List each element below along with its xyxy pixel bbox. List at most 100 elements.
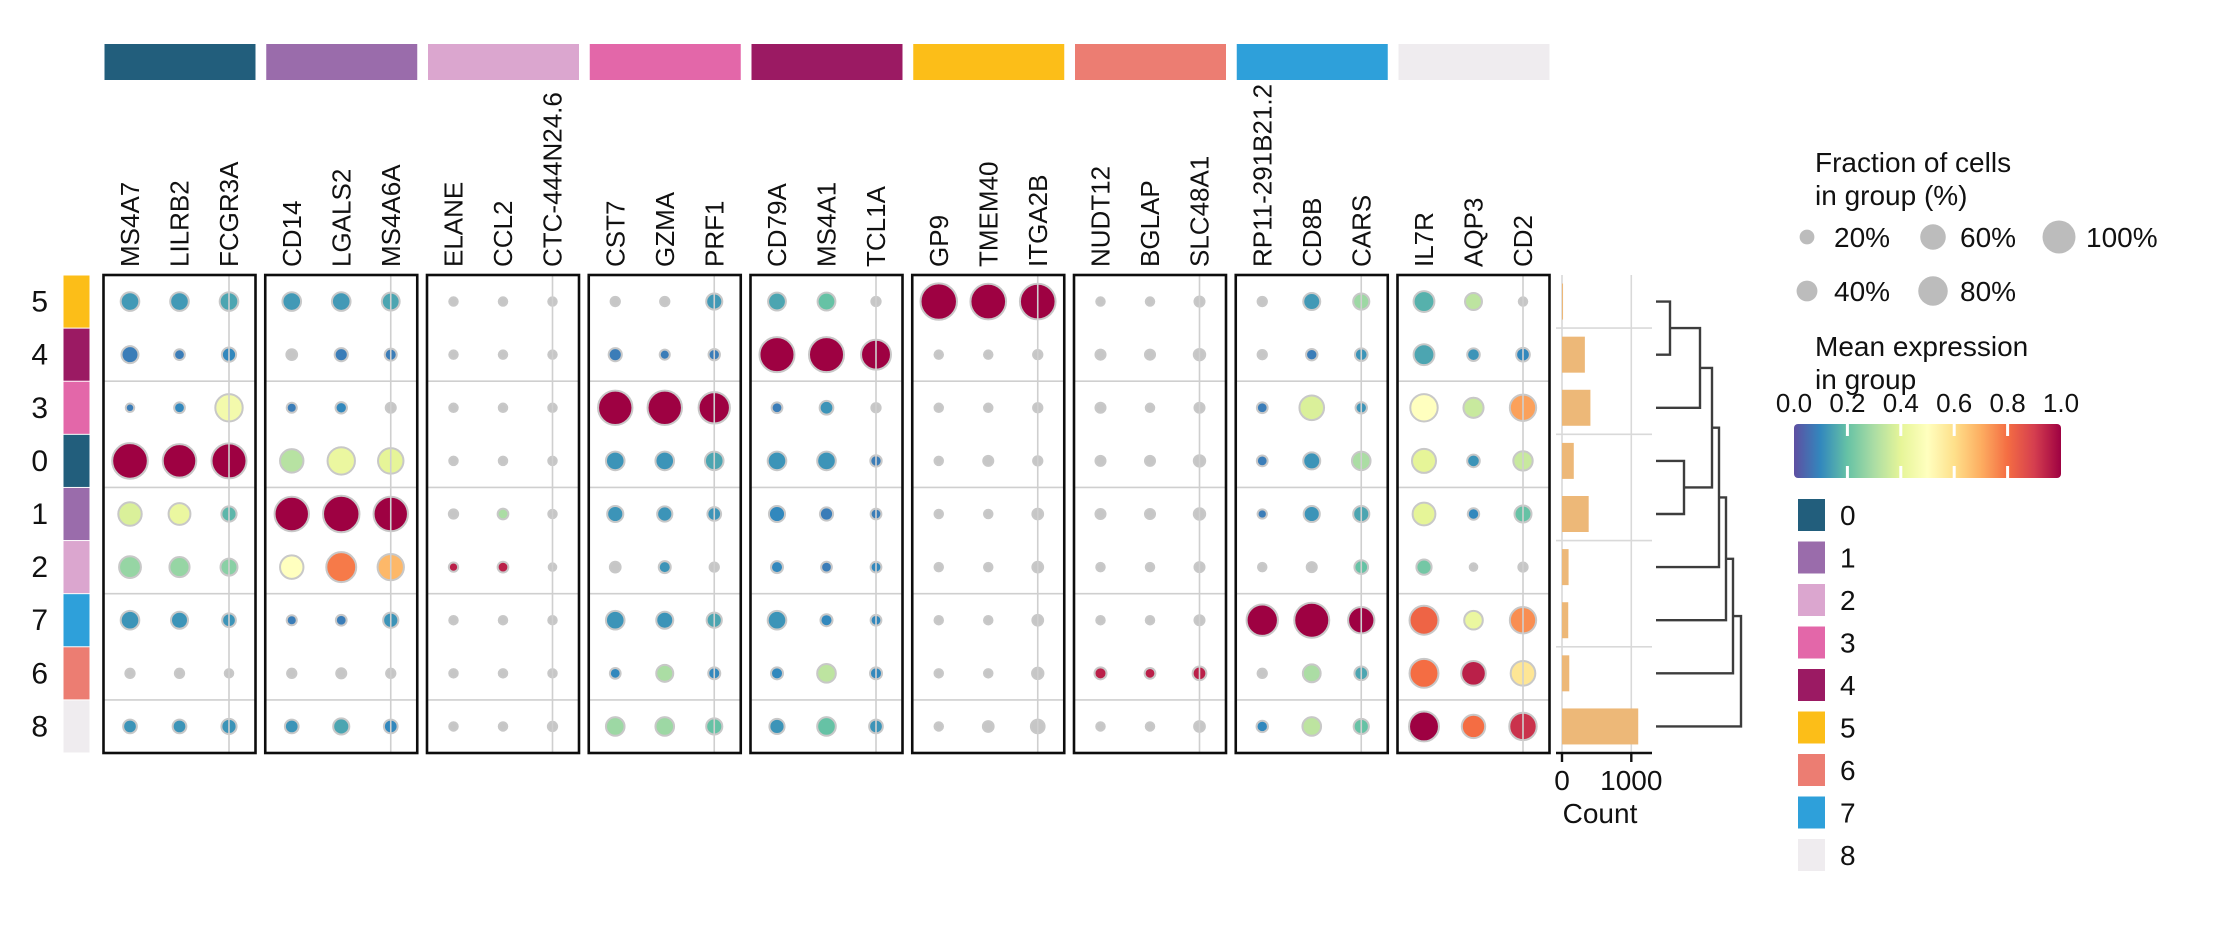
row-label: 3 [31, 392, 48, 425]
expression-dot [604, 450, 626, 472]
gene-label: ITGA2B [1023, 175, 1053, 267]
expression-dot [646, 389, 683, 426]
expression-dot [658, 348, 671, 361]
gene-label: NUDT12 [1086, 166, 1116, 267]
expression-dot [448, 668, 459, 679]
dot-panel [910, 273, 1066, 755]
expression-dot [1468, 562, 1479, 572]
dendrogram [1656, 300, 1743, 728]
gene-label: LILRB2 [165, 180, 195, 267]
expression-dot [604, 716, 626, 737]
expression-dot [768, 717, 786, 736]
expression-dot [933, 561, 944, 573]
gene-label: CTC-444N24.6 [538, 92, 568, 267]
count-bar [1562, 283, 1564, 320]
gene-label: MS4A6A [376, 164, 406, 267]
expression-dot [285, 348, 299, 362]
expression-dot [1293, 601, 1331, 639]
expression-dot [120, 345, 140, 365]
expression-dot [283, 718, 300, 735]
row-label: 0 [31, 445, 48, 478]
expression-dot [447, 508, 460, 520]
dendrogram-link [1656, 326, 1702, 409]
count-bar [1562, 442, 1574, 479]
expression-dot [1094, 348, 1107, 361]
expression-dot [1410, 447, 1438, 474]
row-color-band [63, 594, 90, 647]
expression-dot [983, 614, 994, 626]
row-label: 7 [31, 604, 48, 637]
cluster-label: 7 [1840, 798, 1856, 829]
expression-dot [1095, 721, 1106, 732]
colorbar-tick-label: 0.8 [1990, 388, 2026, 418]
expression-dot [168, 556, 191, 579]
colorbar-tick-label: 0.2 [1829, 388, 1865, 418]
colorbar-tick-label: 0.6 [1936, 388, 1972, 418]
legend-size-label: 40% [1834, 276, 1890, 307]
gene-group-color-band [589, 44, 741, 80]
expression-dot [119, 291, 141, 312]
colorbar-tick-notch [1899, 466, 1903, 478]
gene-label: AQP3 [1459, 198, 1489, 267]
expression-dot [497, 614, 509, 626]
dot-panel [1072, 273, 1228, 755]
expression-dot [819, 613, 834, 628]
cluster-label: 4 [1840, 670, 1856, 701]
cluster-swatch [1798, 754, 1825, 786]
gene-label: CD8B [1297, 198, 1327, 267]
colorbar-tick-notch [2006, 466, 2010, 478]
expression-dot [161, 443, 198, 479]
gene-label: CD14 [277, 201, 307, 267]
colorbar-tick-notch [1899, 424, 1903, 436]
gene-label: RP11-291B21.2 [1247, 84, 1277, 267]
panel-frame [102, 273, 257, 755]
cluster-swatch [1798, 669, 1825, 701]
row-label: 1 [31, 498, 48, 531]
expression-dot [657, 560, 672, 575]
gene-label: GP9 [924, 215, 954, 267]
expression-dot [1301, 663, 1322, 684]
gene-label: TMEM40 [973, 162, 1003, 267]
expression-dot [1143, 666, 1157, 680]
expression-dot [117, 501, 143, 527]
expression-dot [919, 282, 958, 321]
expression-dot [983, 349, 994, 360]
colorbar-tick-label: 0.0 [1776, 388, 1812, 418]
expression-dot [273, 495, 310, 533]
expression-dot [119, 609, 141, 631]
expression-dot [1144, 614, 1156, 626]
gene-label: IL7R [1409, 212, 1439, 267]
bar-axis-title: Count [1563, 798, 1638, 829]
gene-label: MS4A7 [115, 182, 145, 267]
expression-dot [604, 609, 626, 631]
expression-dot [933, 614, 944, 626]
colorbar-tick-notch [1952, 424, 1956, 436]
expression-dot [286, 667, 298, 679]
dendrogram-link [1656, 614, 1743, 728]
expression-dot [448, 614, 459, 626]
expression-dot [497, 349, 509, 360]
expression-dot [1257, 561, 1268, 573]
expression-dot [807, 336, 846, 374]
panel-frame [587, 273, 743, 755]
row-label: 6 [31, 657, 48, 690]
expression-dot [1256, 295, 1268, 308]
dendrogram-link [1656, 300, 1672, 356]
expression-dot [448, 402, 459, 414]
expression-dot [1305, 561, 1318, 574]
colorbar-tick-notch [1845, 424, 1849, 436]
gene-label: PRF1 [699, 201, 729, 267]
expression-dot [609, 295, 621, 308]
count-bar [1562, 602, 1569, 639]
expression-dot [167, 502, 192, 526]
fraction-legend-title: in group (%) [1815, 180, 1968, 211]
gene-group-color-band [428, 44, 579, 80]
expression-dot [1095, 614, 1106, 626]
expression-dot [1409, 393, 1439, 423]
expression-dot [118, 555, 142, 580]
panel-frame [425, 273, 581, 755]
legend-size-label: 20% [1834, 222, 1890, 253]
count-bar [1562, 389, 1591, 426]
expression-dot [769, 666, 785, 681]
gene-group-color-band [104, 44, 256, 80]
